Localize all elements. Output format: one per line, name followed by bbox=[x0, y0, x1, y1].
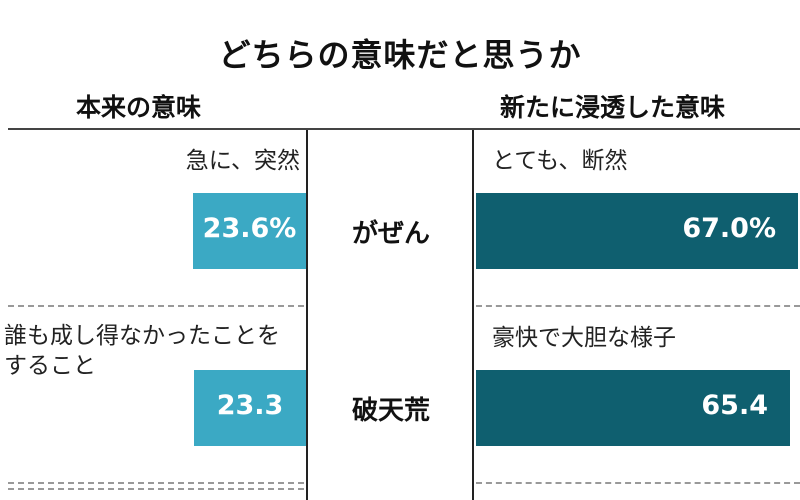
left-column-header: 本来の意味 bbox=[76, 93, 202, 122]
new-value-label: 67.0% bbox=[682, 213, 776, 244]
original-bar: 23.3 bbox=[194, 370, 306, 446]
new-bar: 67.0% bbox=[476, 193, 798, 269]
row-separator-left bbox=[8, 305, 304, 307]
left-divider bbox=[306, 130, 308, 500]
new-bar: 65.4 bbox=[476, 370, 790, 446]
original-meaning: 急に、突然 bbox=[185, 148, 300, 174]
row-separator-right bbox=[476, 482, 800, 484]
chart-title: どちらの意味だと思うか bbox=[218, 36, 582, 74]
term-label: がぜん bbox=[351, 219, 430, 249]
row-separator-left bbox=[8, 488, 304, 490]
right-column-header: 新たに浸透した意味 bbox=[500, 93, 726, 122]
header-rule bbox=[8, 128, 800, 130]
new-value-label: 65.4 bbox=[701, 390, 768, 421]
row-separator-right bbox=[476, 305, 800, 307]
term-label: 破天荒 bbox=[351, 396, 430, 426]
row-separator-left bbox=[8, 482, 304, 484]
original-value-label: 23.3 bbox=[216, 390, 284, 421]
right-divider bbox=[472, 130, 474, 500]
original-value-label: 23.6% bbox=[202, 213, 297, 244]
new-meaning: とても、断然 bbox=[492, 148, 628, 174]
original-meaning: 誰も成し得なかったことをすること bbox=[4, 323, 280, 379]
original-bar: 23.6% bbox=[193, 193, 306, 269]
new-meaning: 豪快で大胆な様子 bbox=[492, 325, 676, 351]
